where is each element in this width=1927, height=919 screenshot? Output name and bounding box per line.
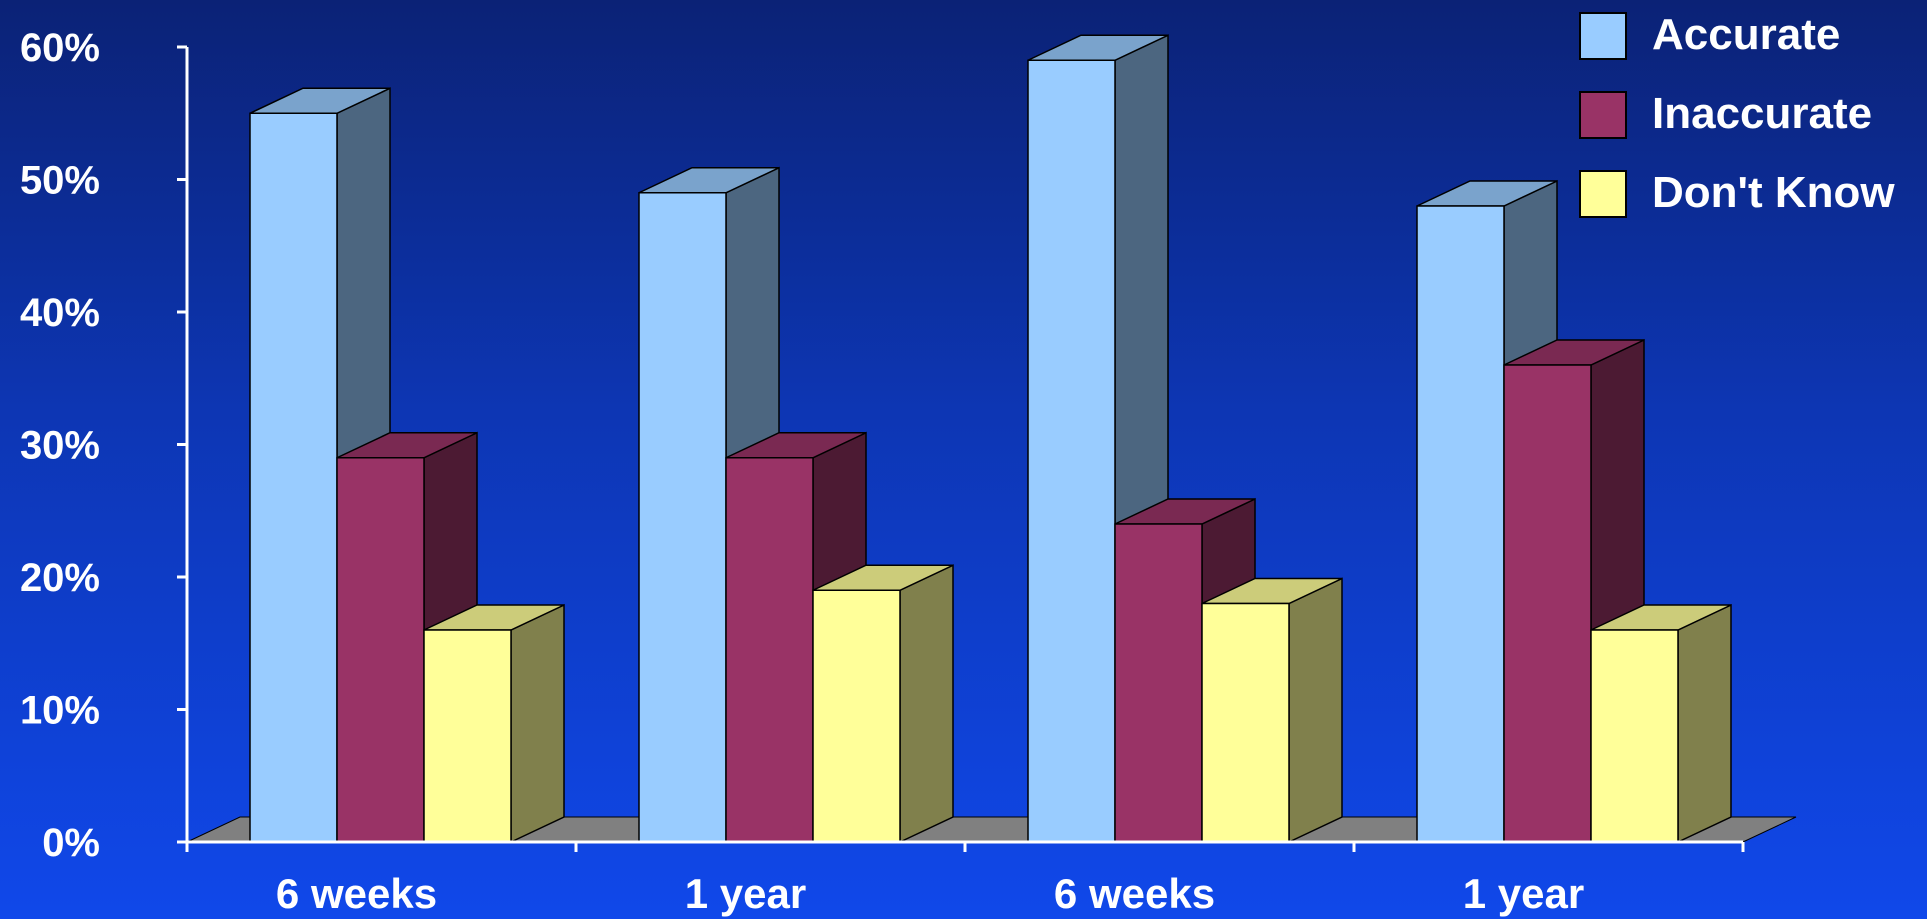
y-tick-label: 60% (20, 26, 100, 70)
bar-front-face (1416, 205, 1505, 843)
bar-front-face (1503, 364, 1592, 843)
bar-front-face (1027, 59, 1116, 843)
bar-front-face (725, 457, 814, 843)
legend: Accurate Inaccurate Don't Know (1579, 10, 1895, 218)
bar-front-face (1114, 523, 1203, 843)
x-category-label: 1 year (685, 870, 806, 917)
x-category-label: 1 year (1463, 870, 1584, 917)
bar-front-face (423, 629, 512, 843)
legend-item-don-t-know: Don't Know (1579, 168, 1895, 218)
legend-label: Accurate (1652, 10, 1840, 59)
axes: 0% 10% 20% 30% 40% 50% 60% 6 weeks 1 year 6 weeks… (20, 26, 1745, 917)
legend-swatch (1579, 170, 1627, 218)
bar-side-face (510, 603, 565, 844)
bar-front-face (812, 589, 901, 843)
bar-front-face (638, 192, 727, 843)
legend-item-inaccurate: Inaccurate (1579, 89, 1872, 139)
y-tick-label: 30% (20, 424, 100, 468)
x-category-label: 6 weeks (1054, 870, 1215, 917)
bars (249, 34, 1732, 844)
bar-1-don-t-know (423, 603, 565, 844)
legend-label: Don't Know (1652, 168, 1895, 217)
bar-4-don-t-know (1590, 603, 1732, 844)
bar-2-don-t-know (812, 564, 954, 844)
bar-front-face (1590, 629, 1679, 843)
y-tick-label: 0% (42, 821, 100, 865)
legend-swatch (1579, 12, 1627, 60)
x-category-label: 6 weeks (276, 870, 437, 917)
bar-front-face (249, 112, 338, 843)
y-tick-label: 10% (20, 689, 100, 733)
y-tick-label: 50% (20, 159, 100, 203)
bar-3-don-t-know (1201, 577, 1343, 844)
legend-item-accurate: Accurate (1579, 10, 1840, 60)
bar-front-face (336, 457, 425, 843)
bar-side-face (1677, 603, 1732, 844)
legend-swatch (1579, 91, 1627, 139)
y-tick-label: 40% (20, 291, 100, 335)
y-tick-label: 20% (20, 556, 100, 600)
legend-label: Inaccurate (1652, 89, 1872, 138)
bar-side-face (899, 564, 954, 844)
bar-side-face (1288, 577, 1343, 844)
bar-front-face (1201, 602, 1290, 843)
